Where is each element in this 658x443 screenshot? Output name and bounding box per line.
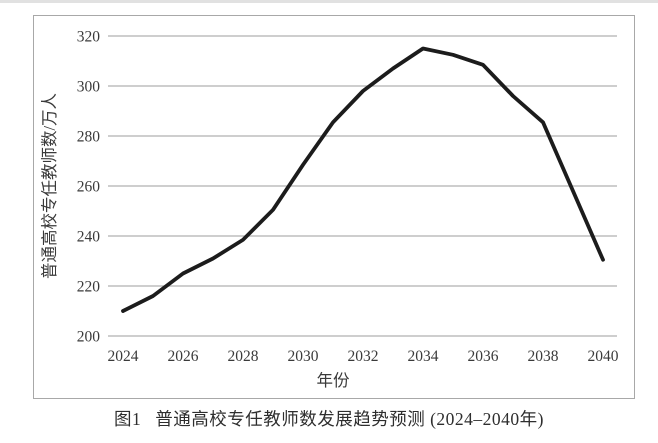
y-tick-label-320: 320 [77,29,101,46]
x-axis-title: 年份 [317,371,351,390]
y-tick-label-300: 300 [77,79,101,96]
x-tick-label-2040: 2040 [588,348,619,365]
figure-caption: 图1 普通高校专任教师数发展趋势预测 (2024–2040年) [0,406,658,431]
x-tick-label-2038: 2038 [528,348,559,365]
x-tick-label-2036: 2036 [468,348,499,365]
figure-caption-number: 图1 [113,409,142,429]
y-tick-label-280: 280 [77,129,101,146]
y-tick-label-220: 220 [77,279,101,296]
y-tick-label-200: 200 [77,329,101,346]
trend-line [121,46,605,313]
y-tick-label-240: 240 [77,229,101,246]
x-tick-label-2030: 2030 [288,348,319,365]
y-axis-title: 普通高校专任教师数/万人 [40,93,59,279]
x-tick-label-2024: 2024 [108,348,139,365]
chart-frame [33,15,635,399]
x-tick-label-2032: 2032 [348,348,379,365]
x-tick-label-2026: 2026 [168,348,199,365]
page-top-rule [0,0,658,3]
figure-caption-title: 普通高校专任教师数发展趋势预测 (2024–2040年) [155,409,545,429]
x-tick-label-2028: 2028 [228,348,259,365]
y-tick-label-260: 260 [77,179,101,196]
x-tick-label-2034: 2034 [408,348,439,365]
